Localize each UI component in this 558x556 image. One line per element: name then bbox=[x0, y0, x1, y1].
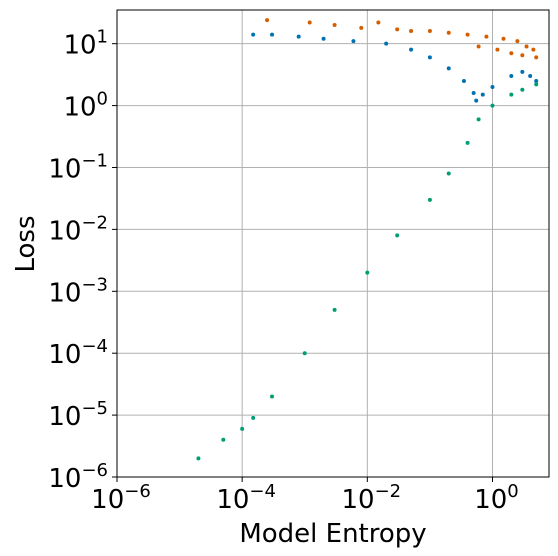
data-point bbox=[534, 55, 539, 60]
data-point bbox=[265, 18, 270, 23]
data-point bbox=[501, 36, 506, 41]
y-tick-label: 10−1 bbox=[48, 150, 108, 184]
axis-ticks: 10−6 10−4 10−2 100 10−6 10−5 10−4 10−3 10−2 10−1 1… bbox=[48, 27, 518, 515]
data-point bbox=[465, 140, 470, 145]
data-point bbox=[427, 55, 432, 60]
data-point bbox=[461, 78, 466, 83]
data-point bbox=[476, 44, 481, 49]
data-point bbox=[376, 20, 381, 25]
data-point bbox=[221, 437, 226, 442]
data-point bbox=[531, 47, 536, 52]
data-point bbox=[495, 47, 500, 52]
data-point bbox=[471, 90, 476, 95]
data-point bbox=[509, 92, 514, 97]
y-tick-label: 101 bbox=[63, 27, 108, 61]
y-tick-label: 10−2 bbox=[48, 212, 108, 246]
data-point bbox=[384, 41, 389, 46]
grid-lines bbox=[116, 10, 549, 478]
data-point bbox=[509, 51, 514, 56]
data-point bbox=[509, 74, 514, 79]
data-point bbox=[196, 456, 201, 461]
data-point bbox=[490, 84, 495, 89]
y-tick-label: 100 bbox=[63, 89, 108, 123]
data-point bbox=[476, 117, 481, 122]
y-tick-label: 10−5 bbox=[48, 398, 108, 432]
x-axis-title: Model Entropy bbox=[239, 519, 426, 549]
data-point bbox=[480, 92, 485, 97]
data-point bbox=[465, 32, 470, 37]
data-point bbox=[534, 82, 539, 87]
data-point bbox=[302, 351, 307, 356]
data-point bbox=[524, 44, 529, 49]
data-point bbox=[446, 66, 451, 71]
data-point bbox=[520, 69, 525, 74]
y-axis-title: Loss bbox=[11, 215, 41, 272]
data-point bbox=[240, 426, 245, 431]
data-point bbox=[534, 78, 539, 83]
data-point bbox=[321, 36, 326, 41]
data-point bbox=[427, 197, 432, 202]
y-tick-label: 10−6 bbox=[48, 460, 108, 494]
data-point bbox=[332, 23, 337, 28]
data-point bbox=[490, 103, 495, 108]
x-tick-label: 10−6 bbox=[91, 481, 151, 515]
data-point bbox=[520, 87, 525, 92]
data-point bbox=[474, 98, 479, 103]
data-point bbox=[395, 27, 400, 32]
data-point bbox=[270, 394, 275, 399]
data-point bbox=[395, 233, 400, 238]
x-tick-label: 10−4 bbox=[216, 481, 276, 515]
y-tick-label: 10−4 bbox=[48, 336, 108, 370]
data-point bbox=[270, 32, 275, 37]
data-point bbox=[446, 30, 451, 35]
data-point bbox=[446, 171, 451, 176]
data-point bbox=[332, 307, 337, 312]
data-point bbox=[528, 74, 533, 79]
data-point bbox=[515, 39, 520, 44]
x-tick-label: 10−2 bbox=[342, 481, 402, 515]
data-point bbox=[520, 53, 525, 58]
data-points bbox=[196, 18, 539, 461]
data-point bbox=[365, 270, 370, 275]
data-point bbox=[427, 29, 432, 34]
data-point bbox=[251, 32, 256, 37]
data-point bbox=[351, 39, 356, 44]
data-point bbox=[296, 34, 301, 39]
plot-frame bbox=[116, 9, 550, 478]
data-point bbox=[484, 34, 489, 39]
data-point bbox=[409, 29, 414, 34]
data-point bbox=[251, 415, 256, 420]
data-point bbox=[409, 47, 414, 52]
data-point bbox=[307, 20, 312, 25]
x-tick-label: 100 bbox=[474, 481, 519, 515]
data-point bbox=[359, 25, 364, 30]
y-tick-label: 10−3 bbox=[48, 274, 108, 308]
